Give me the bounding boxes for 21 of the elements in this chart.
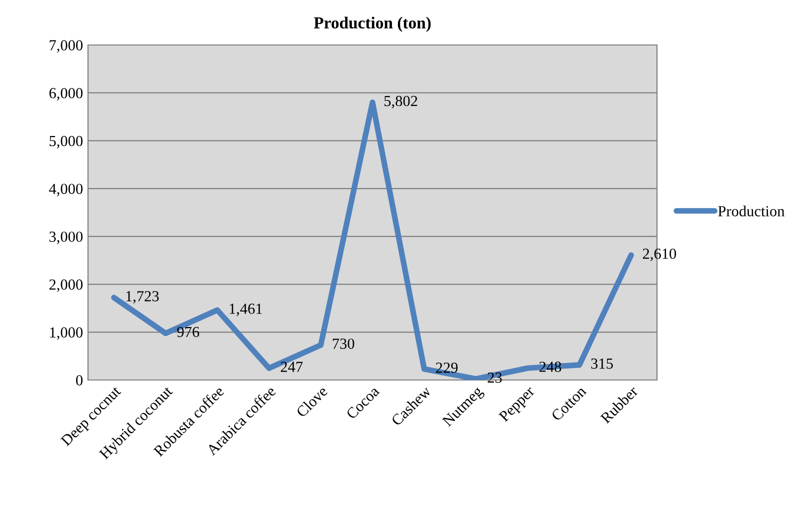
y-tick-label: 2,000 — [49, 279, 83, 292]
data-label: 976 — [177, 326, 200, 338]
y-tick-label: 3,000 — [49, 232, 83, 244]
y-tick-label: 6,000 — [49, 88, 83, 101]
data-label: 1,461 — [230, 304, 262, 316]
data-label: 247 — [280, 362, 303, 372]
data-label: 229 — [436, 362, 458, 373]
chart-title: Production (ton) — [314, 16, 431, 32]
legend-label: Production — [718, 206, 785, 216]
y-tick-label: 0 — [76, 375, 83, 386]
data-label: 315 — [591, 358, 613, 369]
data-label: 248 — [539, 362, 562, 372]
y-tick-label: 7,000 — [50, 40, 83, 53]
data-label: 23 — [488, 372, 502, 383]
y-tick-label: 4,000 — [49, 184, 83, 196]
data-label: 2,610 — [642, 248, 676, 262]
data-label: 1,723 — [126, 291, 159, 304]
y-tick-label: 1,000 — [50, 327, 83, 340]
data-label: 730 — [332, 338, 354, 349]
data-label: 5,802 — [384, 96, 418, 108]
y-tick-label: 5,000 — [50, 136, 83, 148]
